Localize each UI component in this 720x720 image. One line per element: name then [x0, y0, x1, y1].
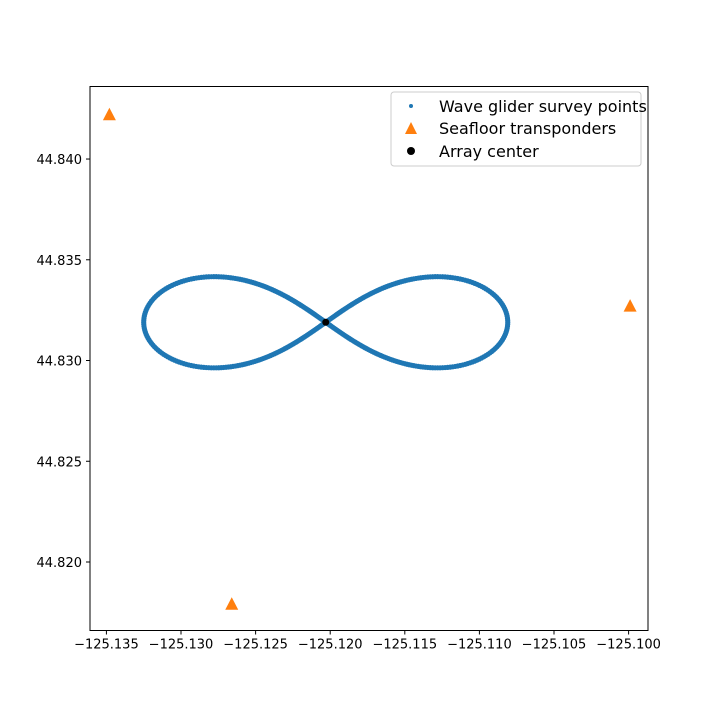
y-tick-label: 44.830 [37, 355, 83, 370]
x-axis-ticks: −125.135 −125.130 −125.125 −125.120 −125.115… [74, 630, 661, 653]
y-axis-ticks: 44.820 44.825 44.830 44.835 44.840 [37, 153, 90, 571]
survey-point [505, 321, 511, 327]
array-center-series [322, 318, 330, 326]
y-tick-label: 44.825 [37, 455, 83, 470]
transponder-marker [102, 107, 116, 121]
y-tick-label: 44.820 [37, 556, 83, 571]
legend-marker-transponders [405, 122, 417, 134]
legend-label-survey-points: Wave glider survey points [439, 97, 647, 116]
legend-label-transponders: Seafloor transponders [439, 119, 616, 138]
legend-marker-array-center [407, 147, 415, 155]
plot-frame [89, 86, 649, 631]
x-tick-label: −125.125 [223, 638, 288, 653]
transponder-marker [225, 597, 239, 610]
x-tick-label: −125.135 [74, 638, 139, 653]
x-tick-label: −125.110 [447, 638, 512, 653]
legend-label-array-center: Array center [439, 142, 539, 161]
survey-points-series [141, 274, 511, 371]
x-tick-label: −125.115 [372, 638, 437, 653]
legend-box [390, 91, 642, 167]
legend: Wave glider survey points Seafloor trans… [390, 91, 647, 167]
array-center-marker [322, 318, 330, 326]
transponder-marker [623, 299, 637, 312]
x-tick-label: −125.105 [522, 638, 587, 653]
x-tick-label: −125.100 [596, 638, 661, 653]
transponders-series [102, 107, 637, 610]
y-tick-label: 44.835 [37, 254, 83, 269]
x-tick-label: −125.120 [298, 638, 363, 653]
x-tick-label: −125.130 [149, 638, 214, 653]
y-tick-label: 44.840 [37, 153, 83, 168]
legend-marker-survey-points [409, 104, 413, 108]
